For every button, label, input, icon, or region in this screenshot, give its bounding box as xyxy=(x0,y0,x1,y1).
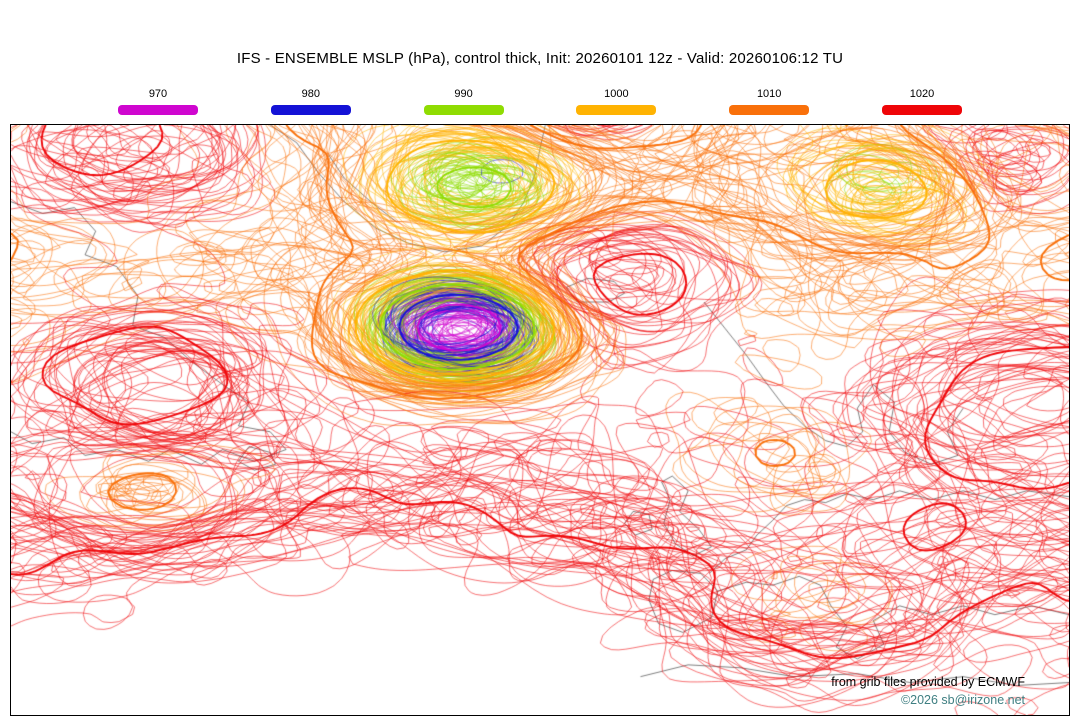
legend-color-bar xyxy=(423,105,504,115)
legend-value-label: 980 xyxy=(301,88,320,100)
legend-value-label: 990 xyxy=(454,88,473,100)
legend-color-bar xyxy=(118,105,198,115)
legend-item-990: 990 xyxy=(423,88,504,115)
legend-item-1010: 1010 xyxy=(729,88,810,115)
map-frame: from grib files provided by ECMWF ©2026 … xyxy=(10,124,1070,716)
ensemble-contour-map xyxy=(11,125,1069,715)
weather-chart-page: IFS - ENSEMBLE MSLP (hPa), control thick… xyxy=(0,50,1080,718)
legend-item-1000: 1000 xyxy=(576,88,657,115)
legend-value-label: 1020 xyxy=(909,88,935,100)
legend-value-label: 1000 xyxy=(604,88,629,100)
legend-value-label: 1010 xyxy=(756,88,782,100)
legend-item-1020: 1020 xyxy=(881,88,962,115)
legend-item-970: 970 xyxy=(118,88,198,115)
legend-color-bar xyxy=(729,105,810,115)
chart-title: IFS - ENSEMBLE MSLP (hPa), control thick… xyxy=(236,50,844,67)
legend-item-980: 980 xyxy=(270,88,351,115)
legend-color-bar xyxy=(576,105,657,115)
legend-value-label: 970 xyxy=(148,88,168,100)
legend-color-bar xyxy=(881,105,962,115)
legend: 970 980 990 1000 1010 1020 xyxy=(0,77,1080,115)
legend-color-bar xyxy=(270,105,351,115)
